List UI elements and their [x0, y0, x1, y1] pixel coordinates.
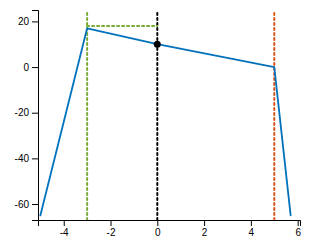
tick: 20	[18, 16, 38, 27]
tick: 4	[249, 220, 255, 238]
x-axis: -4 -2 0 2 4 6	[39, 220, 302, 238]
tick-mark	[298, 220, 299, 226]
tick-mark	[111, 220, 112, 226]
tick: -60	[15, 199, 38, 210]
tick: 6	[295, 220, 301, 238]
tick-mark	[157, 220, 158, 226]
vlines	[87, 10, 274, 220]
line	[87, 25, 157, 27]
plot-area: -4-20246-60-40-20020	[15, 10, 302, 238]
line	[40, 28, 290, 215]
marks	[40, 10, 290, 220]
tick-label: -4	[60, 227, 69, 238]
tick-mark	[32, 113, 38, 114]
tick: 0	[23, 62, 38, 73]
tick-label: 6	[295, 227, 301, 238]
tick-mark	[32, 204, 38, 205]
tick: 0	[155, 220, 161, 238]
tick: -40	[15, 153, 38, 164]
tick-mark	[64, 220, 65, 226]
axis-line	[32, 11, 39, 221]
vertical-line	[273, 10, 275, 220]
chart: -4-20246-60-40-20020	[0, 0, 312, 244]
tick-label: -40	[15, 153, 30, 164]
vertical-line	[86, 10, 88, 220]
y-axis: -60 -40 -20 0 20	[15, 11, 39, 221]
tick-mark	[32, 67, 38, 68]
tick-label: 0	[155, 227, 161, 238]
tick-label: -20	[15, 107, 30, 118]
point	[154, 41, 161, 48]
tick-label: 2	[202, 227, 208, 238]
tick-mark	[204, 220, 205, 226]
tick-label: 4	[249, 227, 255, 238]
tick-mark	[32, 158, 38, 159]
tick: -2	[107, 220, 116, 238]
tick: -4	[60, 220, 69, 238]
tick: -20	[15, 107, 38, 118]
axis-line	[39, 221, 301, 227]
tick-mark	[251, 220, 252, 226]
tick-label: 20	[18, 16, 30, 27]
tick-label: -2	[107, 227, 116, 238]
tick-label: 0	[23, 62, 29, 73]
tick-mark	[32, 21, 38, 22]
tick: 2	[202, 220, 208, 238]
lines	[40, 26, 290, 215]
points	[154, 41, 161, 48]
tick-label: -60	[15, 199, 30, 210]
